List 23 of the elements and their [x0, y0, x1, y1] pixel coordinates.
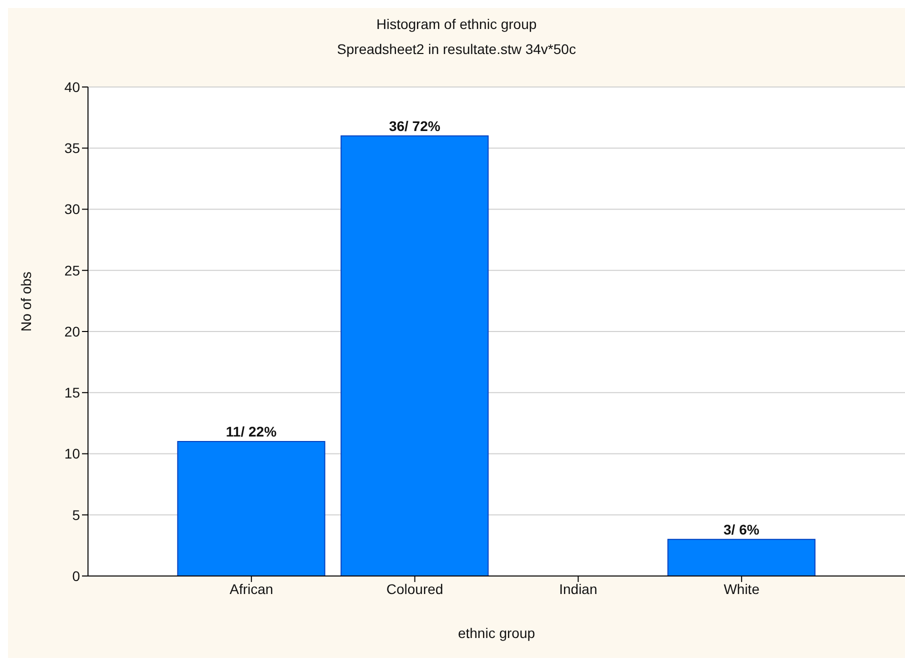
y-tick-label: 35 — [64, 140, 80, 156]
x-tick-label: White — [724, 580, 760, 597]
y-tick-label: 25 — [64, 262, 80, 278]
x-tick-label: African — [230, 580, 274, 597]
y-tick-label: 10 — [64, 446, 80, 462]
y-tick-label: 40 — [64, 78, 80, 95]
bar — [177, 441, 326, 576]
chart-subtitle: Spreadsheet2 in resultate.stw 34v*50c — [336, 41, 577, 57]
y-tick-label: 20 — [64, 323, 80, 340]
data-label: 11/ 22% — [226, 424, 278, 440]
data-label: 3/ 6% — [724, 521, 760, 538]
y-tick-label: 5 — [72, 506, 80, 523]
x-tick-label: Indian — [559, 580, 598, 597]
chart-title: Histogram of ethnic group — [375, 16, 538, 32]
y-tick-label: 0 — [72, 568, 80, 584]
data-label: 36/ 72% — [388, 118, 441, 134]
x-axis-title: ethnic group — [458, 625, 536, 641]
x-tick-label: Coloured — [386, 580, 444, 597]
bar — [667, 538, 816, 576]
y-tick-label: 30 — [64, 201, 80, 218]
bar — [340, 135, 489, 576]
y-tick-label: 15 — [64, 384, 80, 401]
y-axis-title: No of obs — [18, 272, 34, 332]
